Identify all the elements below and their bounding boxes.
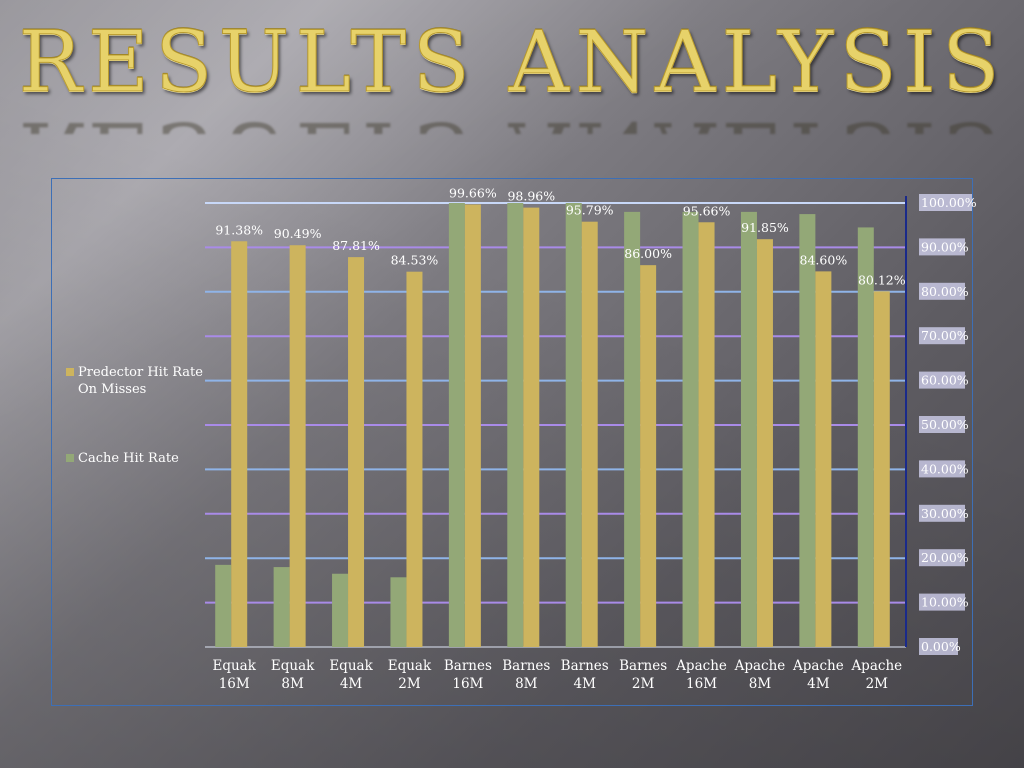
x-tick-label: Equak bbox=[329, 658, 373, 674]
x-tick-label: Barnes bbox=[502, 658, 550, 674]
x-tick-label: Barnes bbox=[444, 658, 492, 674]
y-tick-label-bg bbox=[919, 282, 965, 300]
bar-predictor-hit-rate bbox=[523, 207, 540, 647]
x-tick-label: 16M bbox=[219, 676, 250, 692]
data-label: 90.49% bbox=[274, 226, 322, 241]
x-tick-label: 4M bbox=[807, 676, 830, 692]
data-label: 86.00% bbox=[624, 246, 672, 261]
slide-title: Results Analysis bbox=[18, 13, 1006, 111]
legend-item-cache: Cache Hit Rate bbox=[64, 450, 214, 467]
y-tick-label-bg bbox=[919, 638, 958, 655]
x-tick-label: Apache bbox=[734, 658, 786, 674]
y-tick-label: 30.00% bbox=[921, 506, 969, 521]
x-tick-label: Equak bbox=[271, 658, 315, 674]
bar-predictor-hit-rate bbox=[231, 241, 248, 647]
legend-label-predictor: Predector Hit Rate On Misses bbox=[78, 365, 203, 397]
data-label: 84.60% bbox=[800, 252, 848, 267]
legend-swatch-predictor bbox=[66, 368, 74, 376]
bar-cache-hit-rate bbox=[448, 203, 465, 647]
x-tick-label: Apache bbox=[850, 658, 902, 674]
x-tick-label: 16M bbox=[452, 676, 483, 692]
legend-swatch-cache bbox=[66, 454, 74, 462]
bar-cache-hit-rate bbox=[624, 211, 641, 647]
data-label: 91.85% bbox=[741, 220, 789, 235]
y-tick-label-bg bbox=[919, 504, 965, 522]
bar-predictor-hit-rate bbox=[406, 271, 423, 647]
x-tick-label: 16M bbox=[686, 676, 717, 692]
bar-cache-hit-rate bbox=[682, 211, 699, 647]
legend-item-predictor: Predector Hit Rate On Misses bbox=[64, 364, 214, 398]
bar-predictor-hit-rate bbox=[581, 221, 598, 648]
data-label: 80.12% bbox=[858, 272, 906, 287]
y-tick-label: 0.00% bbox=[921, 639, 961, 654]
x-tick-label: 2M bbox=[632, 676, 655, 692]
bar-predictor-hit-rate bbox=[348, 257, 365, 647]
x-tick-label: 8M bbox=[515, 676, 538, 692]
x-tick-label: 4M bbox=[340, 676, 363, 692]
y-tick-label-bg bbox=[919, 416, 965, 433]
bar-cache-hit-rate bbox=[565, 203, 582, 647]
data-label: 95.66% bbox=[683, 203, 731, 218]
x-tick-label: Apache bbox=[792, 658, 844, 674]
x-tick-label: Barnes bbox=[561, 658, 609, 674]
bar-cache-hit-rate bbox=[390, 577, 407, 647]
y-tick-label: 60.00% bbox=[921, 373, 969, 388]
y-tick-label-bg bbox=[919, 238, 965, 256]
x-tick-label: Equak bbox=[388, 658, 432, 674]
y-tick-label-bg bbox=[919, 460, 965, 478]
y-tick-label-bg bbox=[919, 593, 965, 611]
bar-cache-hit-rate bbox=[273, 567, 290, 647]
x-tick-label: Equak bbox=[212, 658, 256, 674]
legend-label-cache: Cache Hit Rate bbox=[78, 451, 179, 466]
y-tick-label: 70.00% bbox=[921, 328, 969, 343]
bar-predictor-hit-rate bbox=[756, 239, 773, 647]
y-tick-label: 50.00% bbox=[921, 417, 969, 432]
bar-predictor-hit-rate bbox=[289, 245, 306, 647]
y-tick-label-bg bbox=[919, 371, 965, 389]
bar-predictor-hit-rate bbox=[698, 222, 715, 648]
data-label: 98.96% bbox=[507, 189, 555, 204]
x-tick-label: 2M bbox=[866, 676, 889, 692]
y-tick-label: 20.00% bbox=[921, 550, 969, 565]
data-label: 91.38% bbox=[215, 222, 263, 237]
data-label: 99.66% bbox=[449, 186, 497, 201]
bar-predictor-hit-rate bbox=[873, 291, 890, 647]
bar-cache-hit-rate bbox=[740, 211, 757, 647]
chart-frame bbox=[51, 178, 973, 706]
data-label: 95.79% bbox=[566, 203, 614, 218]
x-tick-label: 4M bbox=[573, 676, 596, 692]
bar-cache-hit-rate bbox=[332, 573, 349, 647]
bar-cache-hit-rate bbox=[215, 564, 232, 647]
y-tick-label: 10.00% bbox=[921, 595, 969, 610]
x-tick-label: Apache bbox=[675, 658, 727, 674]
x-tick-label: 8M bbox=[281, 676, 304, 692]
y-tick-label: 80.00% bbox=[921, 284, 969, 299]
y-tick-label: 90.00% bbox=[921, 239, 969, 254]
y-tick-label-bg bbox=[919, 549, 965, 567]
x-tick-label: 8M bbox=[749, 676, 772, 692]
bar-predictor-hit-rate bbox=[464, 204, 481, 648]
chart-legend: Predector Hit Rate On Misses Cache Hit R… bbox=[64, 364, 214, 467]
bar-cache-hit-rate bbox=[857, 227, 874, 648]
y-tick-label: 100.00% bbox=[921, 195, 977, 210]
bar-predictor-hit-rate bbox=[815, 271, 832, 647]
y-tick-label: 40.00% bbox=[921, 461, 969, 476]
y-tick-label-bg bbox=[919, 194, 972, 211]
x-tick-label: 2M bbox=[398, 676, 421, 692]
y-tick-label-bg bbox=[919, 327, 965, 345]
bar-cache-hit-rate bbox=[799, 214, 816, 647]
data-label: 87.81% bbox=[332, 238, 380, 253]
data-label: 84.53% bbox=[391, 253, 439, 268]
bar-cache-hit-rate bbox=[507, 203, 524, 647]
bar-predictor-hit-rate bbox=[640, 265, 657, 647]
x-tick-label: Barnes bbox=[619, 658, 667, 674]
